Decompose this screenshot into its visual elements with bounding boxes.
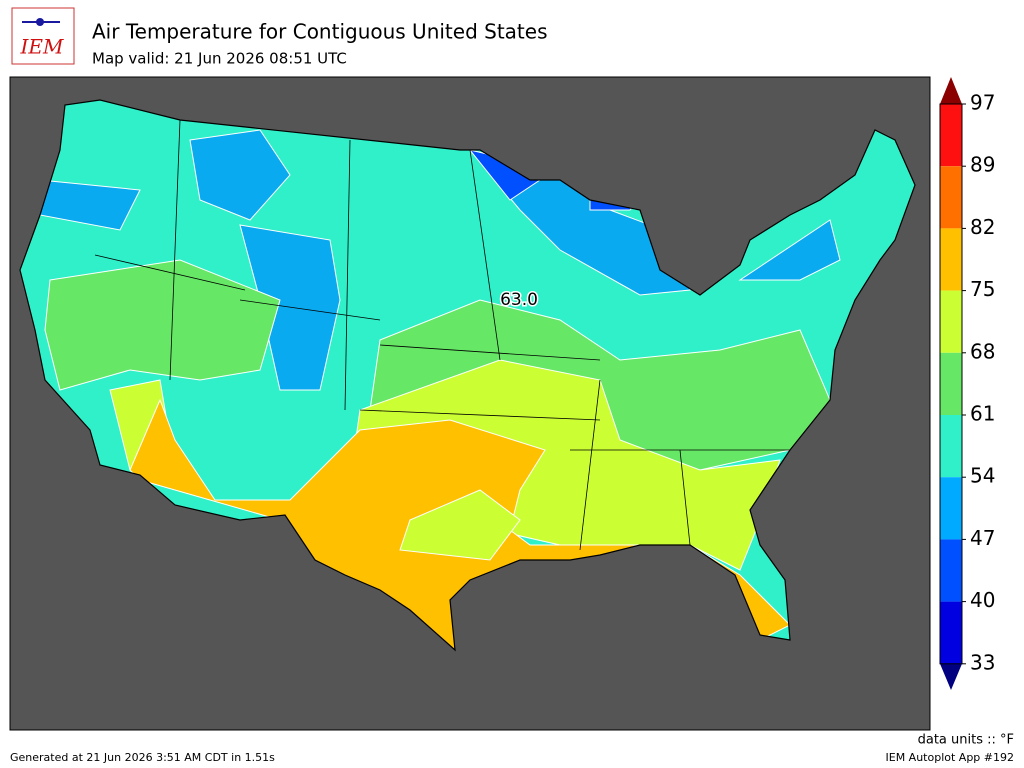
colorbar-segment	[940, 539, 962, 602]
colorbar-segment	[940, 415, 962, 478]
colorbar-segment	[940, 601, 962, 664]
subtitle: Map valid: 21 Jun 2026 08:51 UTC	[92, 50, 347, 68]
colorbar-label: 61	[970, 402, 995, 426]
colorbar-label: 68	[970, 339, 995, 363]
colorbar-label: 47	[970, 526, 995, 550]
colorbar-segment	[940, 290, 962, 353]
colorbar-segment	[940, 352, 962, 415]
logo-text: IEM	[20, 35, 65, 59]
colorbar-segment	[940, 104, 962, 167]
colorbar-arrow	[940, 77, 962, 104]
logo: IEM	[11, 7, 75, 65]
colorbar-label: 82	[970, 215, 995, 239]
colorbar-label: 75	[970, 277, 995, 301]
state-lines	[94, 119, 790, 551]
map-label: 63.0	[500, 290, 538, 310]
colorbar-segment	[940, 477, 962, 540]
colorbar-segment	[940, 166, 962, 229]
colorbar-label: 89	[970, 153, 995, 177]
colorbar-label: 33	[970, 650, 995, 674]
title: Air Temperature for Contiguous United St…	[92, 20, 548, 44]
colorbar-label: 97	[970, 91, 995, 115]
colorbar-segment	[940, 228, 962, 291]
colorbar: 97 89 82 75 68 61 54 47 40 33	[939, 77, 995, 690]
generated: Generated at 21 Jun 2026 3:51 AM CDT in …	[10, 751, 275, 764]
units: data units :: °F	[918, 733, 1014, 748]
colorbar-arrow	[940, 663, 962, 690]
colorbar-label: 40	[970, 588, 995, 612]
colorbar-border	[939, 103, 963, 665]
app-id: IEM Autoplot App #192	[886, 751, 1015, 764]
colorbar-label: 54	[970, 464, 995, 488]
